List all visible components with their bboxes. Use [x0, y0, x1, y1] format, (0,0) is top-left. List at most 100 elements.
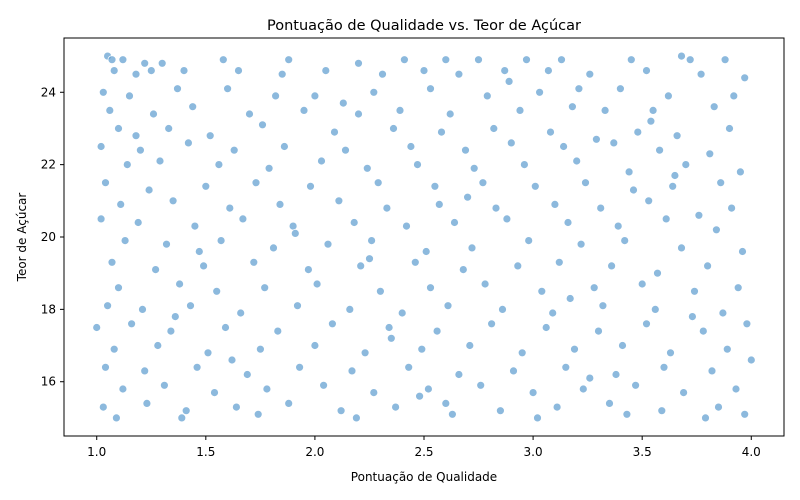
data-point	[736, 167, 745, 177]
data-point	[369, 388, 379, 398]
data-point	[423, 384, 433, 394]
data-point	[395, 106, 405, 115]
data-point	[441, 55, 451, 65]
data-point	[360, 348, 370, 358]
data-point	[367, 236, 377, 246]
data-point	[535, 87, 544, 97]
data-point	[347, 366, 357, 376]
data-point	[670, 171, 680, 180]
data-point	[491, 203, 501, 213]
data-point	[138, 304, 147, 314]
data-point	[467, 243, 477, 253]
data-point	[565, 294, 575, 303]
data-point	[620, 236, 630, 246]
data-point	[310, 341, 320, 350]
data-point	[306, 181, 315, 191]
data-point	[112, 413, 121, 423]
data-point	[701, 413, 710, 423]
data-point	[461, 145, 470, 155]
data-point	[677, 243, 686, 253]
data-point	[378, 69, 387, 79]
data-point	[190, 221, 200, 231]
data-point	[509, 366, 518, 376]
data-point	[463, 192, 473, 202]
data-point	[742, 319, 752, 329]
data-point	[581, 178, 590, 188]
data-point	[122, 160, 132, 170]
data-point	[269, 243, 278, 253]
data-point	[216, 236, 226, 246]
data-point	[703, 261, 712, 271]
data-point	[740, 409, 750, 419]
data-point	[199, 261, 209, 271]
data-point	[319, 380, 329, 390]
data-point	[537, 286, 547, 296]
data-point	[541, 323, 551, 332]
data-point	[288, 221, 298, 231]
data-point	[681, 160, 691, 170]
data-point	[570, 344, 579, 354]
data-point	[592, 134, 601, 144]
data-point	[659, 362, 669, 372]
data-point	[480, 279, 490, 289]
data-point	[375, 286, 385, 296]
data-point	[146, 66, 156, 75]
data-point	[114, 283, 123, 293]
data-point	[609, 138, 619, 148]
data-point	[712, 225, 721, 235]
data-point	[426, 84, 435, 94]
data-point	[474, 55, 483, 65]
data-point	[140, 366, 150, 376]
data-point	[690, 286, 699, 296]
data-point	[135, 145, 145, 155]
data-point	[188, 102, 198, 112]
data-point	[299, 106, 309, 115]
data-point	[421, 247, 431, 256]
data-point	[504, 77, 514, 86]
data-point	[718, 308, 728, 318]
data-point	[295, 362, 305, 372]
data-point	[260, 283, 270, 293]
data-point	[642, 66, 651, 75]
data-point	[258, 120, 267, 130]
data-point	[125, 91, 134, 101]
data-point	[101, 178, 110, 188]
data-point	[245, 109, 254, 119]
data-point	[149, 109, 158, 119]
data-point	[738, 247, 747, 256]
data-point	[585, 373, 595, 383]
data-point	[533, 413, 542, 423]
data-point	[445, 109, 455, 119]
data-point	[386, 333, 396, 343]
data-point	[203, 348, 213, 358]
data-point	[498, 304, 507, 314]
data-point	[637, 279, 647, 289]
data-point	[183, 138, 193, 148]
data-point	[103, 301, 112, 311]
data-point	[746, 355, 756, 365]
data-point	[227, 355, 237, 365]
points-layer	[92, 51, 756, 423]
data-point	[98, 402, 108, 412]
data-point	[624, 167, 634, 177]
y-axis-label: Teor de Açúcar	[15, 193, 29, 283]
data-point	[434, 199, 444, 209]
data-point	[616, 84, 625, 94]
data-point	[655, 145, 664, 155]
data-point	[253, 409, 263, 419]
data-point	[666, 348, 675, 358]
data-point	[273, 326, 283, 336]
data-point	[589, 283, 599, 293]
data-point	[478, 178, 488, 188]
data-point	[740, 73, 750, 83]
data-point	[432, 326, 442, 336]
data-point	[572, 156, 582, 166]
data-point	[186, 301, 195, 311]
data-point	[109, 66, 119, 75]
data-point	[109, 344, 119, 354]
data-point	[290, 228, 300, 238]
data-point	[179, 66, 189, 75]
data-point	[345, 304, 355, 314]
data-point	[685, 55, 695, 65]
